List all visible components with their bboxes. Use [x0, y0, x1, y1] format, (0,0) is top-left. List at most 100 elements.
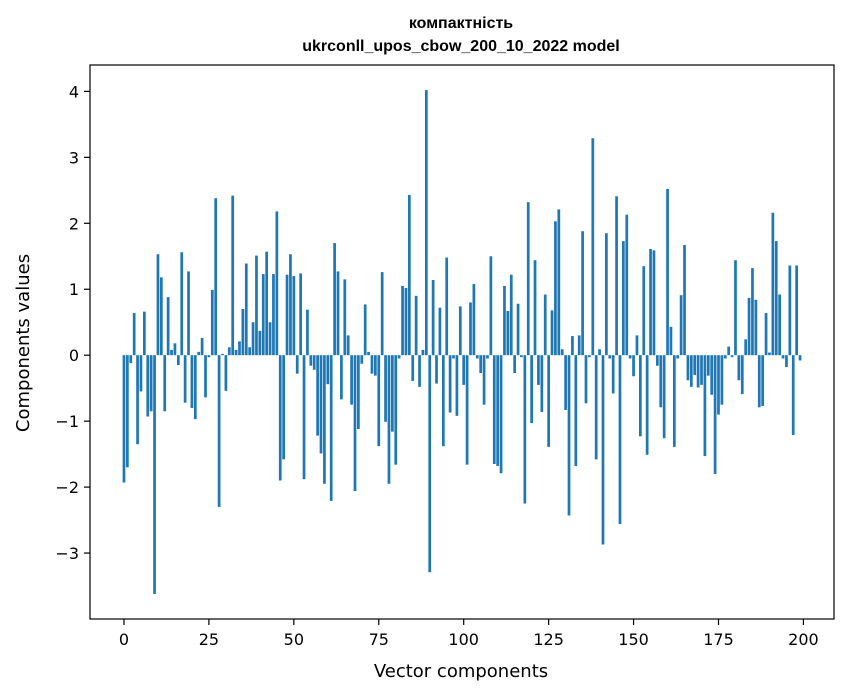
bar [248, 347, 252, 356]
bar [554, 221, 557, 356]
bar [163, 355, 167, 412]
bar [268, 322, 272, 356]
bar [326, 355, 330, 385]
bar [469, 302, 472, 356]
bar [774, 241, 778, 356]
bar [312, 355, 316, 370]
y-tick-label: −2 [55, 478, 79, 497]
bar [438, 307, 442, 356]
bar [431, 280, 435, 356]
bar [771, 212, 775, 356]
bar [625, 214, 629, 356]
bar [187, 271, 190, 356]
bar [421, 349, 425, 356]
bar [734, 260, 737, 356]
bar [486, 355, 489, 359]
bar [343, 279, 347, 356]
bar [649, 249, 652, 356]
bar [611, 355, 615, 394]
bar [357, 355, 360, 430]
bar [520, 355, 523, 358]
x-axis-label: Vector components [374, 661, 548, 682]
bar [122, 355, 126, 483]
x-axis-ticks: 0 25 50 75 100 125 150 175 200 [119, 619, 819, 649]
bar [452, 355, 455, 359]
bar [639, 355, 642, 437]
bar [265, 251, 269, 356]
bar [272, 274, 275, 356]
bar [241, 309, 245, 356]
bar [543, 294, 547, 356]
bar [492, 355, 496, 465]
bar [496, 355, 500, 466]
bar [207, 355, 211, 358]
bar [795, 265, 798, 356]
bar [700, 355, 703, 385]
bar [479, 355, 483, 373]
bar [404, 287, 408, 356]
y-tick-label: 4 [69, 82, 79, 101]
bar [387, 355, 391, 484]
bar [346, 335, 350, 356]
bar [560, 349, 564, 356]
y-tick-label: −3 [55, 544, 79, 563]
bar [126, 355, 129, 468]
bar [703, 355, 707, 457]
bar [740, 355, 744, 395]
bar [193, 355, 197, 420]
bar [336, 271, 340, 356]
x-tick-label: 100 [448, 630, 479, 649]
bar [197, 351, 201, 356]
chart-title: компактність [409, 15, 513, 32]
bar [499, 355, 503, 474]
bar [458, 306, 462, 356]
bar [635, 335, 639, 356]
bar [744, 339, 748, 356]
bar [672, 355, 676, 447]
bar [445, 257, 449, 356]
bars-layer [122, 90, 802, 594]
bar [747, 297, 751, 356]
bar [370, 355, 374, 374]
bar [227, 347, 231, 356]
bar [258, 330, 262, 356]
bar [788, 265, 792, 356]
bar [353, 355, 357, 492]
x-tick-label: 175 [703, 630, 734, 649]
bar [655, 355, 659, 366]
bar [706, 355, 710, 376]
bar [727, 346, 731, 356]
bar [132, 312, 136, 356]
bar [282, 355, 285, 460]
bar [557, 209, 561, 356]
bar [275, 211, 279, 356]
bar [183, 355, 187, 403]
bar [299, 273, 302, 356]
bar [730, 355, 734, 358]
bar [329, 355, 333, 501]
bar [292, 276, 296, 356]
bar [319, 355, 323, 454]
bar [768, 352, 771, 356]
bar [214, 198, 218, 356]
x-tick-label: 200 [788, 630, 819, 649]
bar [540, 355, 544, 412]
y-tick-label: 2 [69, 214, 79, 233]
bar [781, 355, 785, 359]
bar [323, 355, 326, 484]
bar [713, 355, 717, 474]
bar [710, 355, 714, 395]
bar [200, 338, 204, 356]
bar [506, 311, 510, 356]
bar [564, 355, 567, 410]
bar [278, 355, 282, 481]
bar [129, 355, 133, 364]
bar [785, 355, 788, 368]
bar [632, 355, 635, 377]
bar [584, 355, 588, 404]
bar [601, 355, 605, 545]
bar [686, 355, 690, 381]
bar [462, 355, 466, 385]
y-axis-ticks: −3 −2 −1 0 1 2 3 4 [55, 82, 90, 563]
bar [482, 355, 486, 405]
